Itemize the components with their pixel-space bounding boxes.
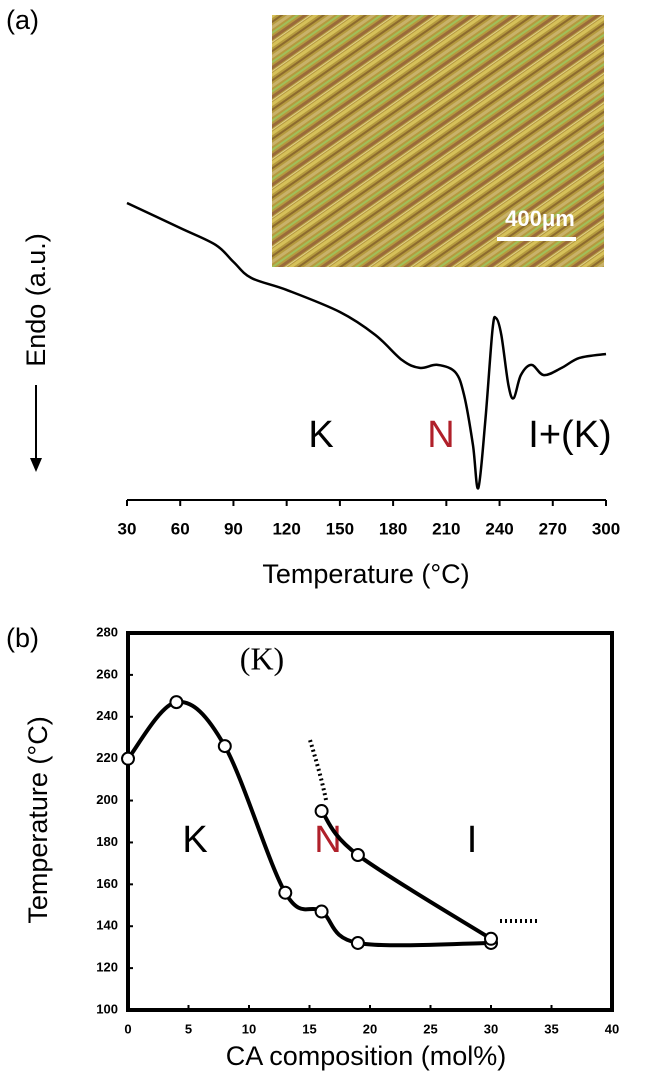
data-point [352, 849, 364, 861]
x-tick-label: 25 [423, 1021, 437, 1036]
region-label: I+(K) [528, 414, 611, 456]
x-tick-label: 210 [432, 519, 460, 538]
figure: (a) 400μm Endo (a.u.) K N I+(K) Temperat… [0, 0, 652, 1074]
region-label: K [308, 414, 333, 456]
x-tick-label: 35 [544, 1021, 558, 1036]
data-point [316, 906, 328, 918]
x-tick-label: 120 [272, 519, 300, 538]
x-tick-label: 0 [124, 1021, 131, 1036]
x-axis-label: CA composition (mol%) [226, 1041, 507, 1071]
x-tick-label: 20 [363, 1021, 377, 1036]
y-tick-label: 100 [96, 1001, 118, 1016]
endo-arrow-head [30, 458, 42, 472]
y-tick-label: 120 [96, 960, 118, 975]
x-tick-label: 180 [379, 519, 407, 538]
x-tick-label: 90 [224, 519, 243, 538]
x-tick-label: 40 [605, 1021, 619, 1036]
region-label: (K) [240, 640, 284, 676]
data-point [219, 740, 231, 752]
phase-boundary [322, 811, 491, 939]
data-point [352, 937, 364, 949]
y-axis-label: Endo (a.u.) [21, 233, 51, 367]
data-point [279, 887, 291, 899]
y-tick-label: 220 [96, 750, 118, 765]
y-tick-label: 280 [96, 624, 118, 639]
x-tick-label: 30 [118, 519, 137, 538]
y-tick-label: 160 [96, 876, 118, 891]
panel-label: (a) [6, 5, 39, 35]
x-tick-label: 270 [539, 519, 567, 538]
x-tick-label: 15 [302, 1021, 316, 1036]
scale-bar-label: 400μm [505, 206, 575, 231]
region-label: K [182, 819, 207, 861]
y-axis-label: Temperature (°C) [23, 716, 53, 923]
data-point [485, 933, 497, 945]
region-label: N [427, 414, 454, 456]
x-axis-label: Temperature (°C) [262, 559, 469, 589]
region-label: I [467, 819, 478, 861]
x-tick-label: 10 [242, 1021, 256, 1036]
x-tick-label: 30 [484, 1021, 498, 1036]
y-tick-label: 140 [96, 918, 118, 933]
x-tick-label: 240 [485, 519, 513, 538]
extrapolation [310, 740, 326, 800]
y-tick-label: 180 [96, 834, 118, 849]
y-tick-label: 200 [96, 792, 118, 807]
x-tick-label: 5 [185, 1021, 192, 1036]
panel-label: (b) [6, 623, 39, 653]
data-point [122, 753, 134, 765]
x-tick-label: 150 [326, 519, 354, 538]
x-tick-label: 60 [171, 519, 190, 538]
y-tick-label: 240 [96, 708, 118, 723]
data-point [170, 696, 182, 708]
data-point [316, 805, 328, 817]
x-tick-label: 300 [592, 519, 620, 538]
y-tick-label: 260 [96, 666, 118, 681]
